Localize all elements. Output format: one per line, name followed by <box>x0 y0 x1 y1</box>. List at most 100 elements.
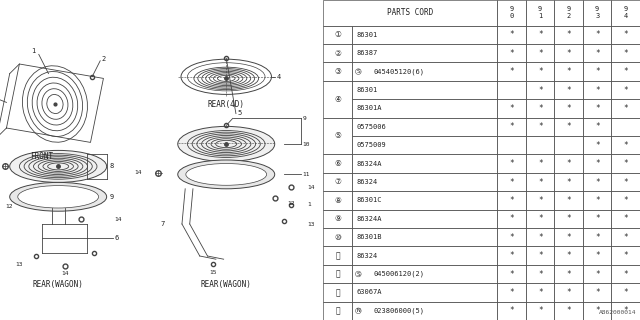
Bar <box>583 191 611 210</box>
Text: 14: 14 <box>115 217 122 222</box>
Text: 86387: 86387 <box>356 50 378 56</box>
Bar <box>352 191 497 210</box>
Text: ③: ③ <box>334 67 341 76</box>
Bar <box>583 26 611 44</box>
Bar <box>583 81 611 99</box>
Text: *: * <box>509 67 514 76</box>
Text: 86324A: 86324A <box>356 216 382 222</box>
Text: ⑦: ⑦ <box>334 178 341 187</box>
Bar <box>352 265 497 283</box>
Bar <box>611 210 640 228</box>
Text: 9
2: 9 2 <box>566 6 571 19</box>
Bar <box>497 136 526 154</box>
Bar <box>352 301 497 320</box>
Text: 045405120(6): 045405120(6) <box>374 68 425 75</box>
Text: *: * <box>623 178 628 187</box>
Text: 12: 12 <box>287 201 295 206</box>
Text: ⑥: ⑥ <box>334 159 341 168</box>
Bar <box>526 0 554 26</box>
Text: *: * <box>566 85 571 94</box>
Text: FRONT: FRONT <box>31 152 54 161</box>
Text: *: * <box>623 196 628 205</box>
Bar <box>323 191 352 210</box>
Text: 14: 14 <box>307 185 314 190</box>
Bar <box>323 283 352 301</box>
Text: 86301B: 86301B <box>356 234 382 240</box>
Text: *: * <box>566 49 571 58</box>
Text: PARTS CORD: PARTS CORD <box>387 8 433 17</box>
Text: *: * <box>595 67 600 76</box>
Text: *: * <box>509 104 514 113</box>
Text: *: * <box>595 251 600 260</box>
Bar <box>352 44 497 62</box>
Text: *: * <box>538 159 543 168</box>
Text: 86301A: 86301A <box>356 105 382 111</box>
Bar <box>497 173 526 191</box>
Text: *: * <box>623 288 628 297</box>
Bar <box>323 117 352 154</box>
Text: 86301C: 86301C <box>356 197 382 204</box>
Bar <box>497 117 526 136</box>
Bar <box>526 173 554 191</box>
Text: *: * <box>566 269 571 278</box>
Bar <box>583 265 611 283</box>
Text: *: * <box>595 30 600 39</box>
Bar <box>611 154 640 173</box>
Text: *: * <box>595 141 600 150</box>
Text: 7: 7 <box>161 221 165 227</box>
Text: *: * <box>595 269 600 278</box>
Text: 86324: 86324 <box>356 179 378 185</box>
Text: *: * <box>595 306 600 315</box>
Bar <box>583 283 611 301</box>
Bar <box>583 246 611 265</box>
Text: *: * <box>509 306 514 315</box>
Text: 86324A: 86324A <box>356 161 382 167</box>
Text: *: * <box>595 233 600 242</box>
Bar <box>323 246 352 265</box>
Bar <box>583 0 611 26</box>
Text: *: * <box>509 214 514 223</box>
Text: *: * <box>623 306 628 315</box>
Text: *: * <box>509 288 514 297</box>
Text: *: * <box>623 85 628 94</box>
Text: *: * <box>595 104 600 113</box>
Text: *: * <box>538 306 543 315</box>
Text: ⑨: ⑨ <box>334 214 341 223</box>
Text: *: * <box>623 269 628 278</box>
Text: 10: 10 <box>302 141 310 147</box>
Bar <box>526 301 554 320</box>
Text: A862000014: A862000014 <box>599 310 637 315</box>
Bar <box>352 173 497 191</box>
Text: 1: 1 <box>31 48 36 54</box>
Text: 8: 8 <box>110 164 114 169</box>
Bar <box>611 228 640 246</box>
Text: *: * <box>595 159 600 168</box>
Text: *: * <box>595 122 600 131</box>
Text: *: * <box>595 85 600 94</box>
Bar <box>526 191 554 210</box>
Bar <box>323 265 352 283</box>
Text: *: * <box>538 178 543 187</box>
Text: *: * <box>566 196 571 205</box>
Bar <box>497 154 526 173</box>
Text: *: * <box>595 196 600 205</box>
Text: *: * <box>595 288 600 297</box>
Text: *: * <box>623 214 628 223</box>
Bar <box>323 0 497 26</box>
Ellipse shape <box>18 186 99 208</box>
Text: *: * <box>538 196 543 205</box>
Text: *: * <box>538 85 543 94</box>
Text: 1: 1 <box>307 202 311 207</box>
Text: *: * <box>566 306 571 315</box>
Text: N: N <box>356 308 360 313</box>
Bar <box>352 228 497 246</box>
Ellipse shape <box>10 150 107 182</box>
Text: *: * <box>538 269 543 278</box>
Text: *: * <box>566 67 571 76</box>
Bar <box>583 117 611 136</box>
Bar <box>554 265 583 283</box>
Bar <box>352 283 497 301</box>
Bar <box>554 0 583 26</box>
Text: 9: 9 <box>110 194 114 200</box>
Bar <box>554 210 583 228</box>
